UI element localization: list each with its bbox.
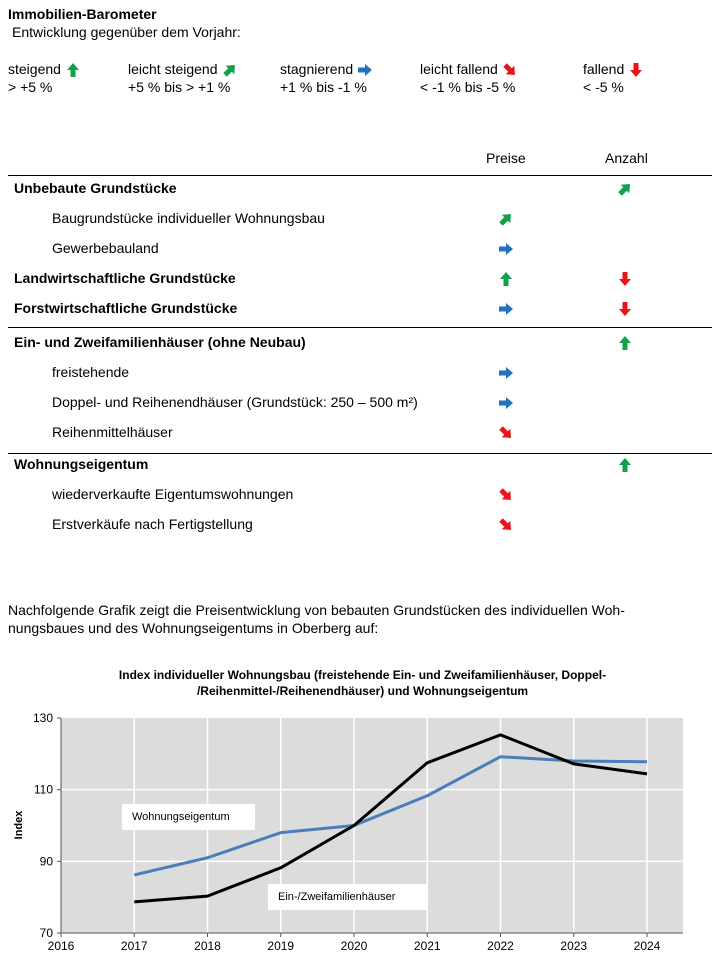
table-row-label: Wohnungseigentum [14,456,149,472]
y-axis-label: Index [13,810,25,840]
table-row-label: Doppel- und Reihenendhäuser (Grundstück:… [52,394,418,410]
legend-label: leicht steigend [128,61,218,77]
table-row-label: Baugrundstücke individueller Wohnungsbau [52,210,325,226]
arrow-down-right-icon [499,426,511,438]
arrow-down-right-icon [499,518,511,530]
legend-range: < -5 % [583,79,624,95]
table-row-label: Gewerbebauland [52,240,159,256]
arrow-up-icon [500,272,512,286]
table-row-label: freistehende [52,364,130,380]
x-tick-label: 2021 [414,939,441,953]
page-subtitle: Entwicklung gegenüber dem Vorjahr: [12,24,241,40]
x-tick-label: 2024 [634,939,661,953]
table-row-label: wiederverkaufte Eigentumswohnungen [52,486,294,502]
arrow-down-right-icon [499,488,511,500]
series-label-efh: Ein-/Zweifamilienhäuser [268,884,428,910]
table-row-label: Forstwirtschaftliche Grundstücke [14,300,238,316]
y-tick-label: 130 [33,711,53,725]
x-tick-label: 2017 [121,939,148,953]
table-row-label: Reihenmittelhäuser [52,424,173,440]
legend-range: +1 % bis -1 % [280,79,367,95]
legend-range: > +5 % [8,79,53,95]
line-chart: 2016 2017 2018 2019 2020 2021 2022 2023 2024 70 90… [13,711,683,953]
table-row-label: Erstverkäufe nach Fertigstellung [52,516,253,532]
arrow-down-icon [630,63,642,77]
arrow-up-icon [619,458,631,472]
arrow-down-icon [619,272,631,286]
y-tick-label: 70 [40,926,54,940]
arrow-up-right-icon [618,184,630,196]
column-header-preise: Preise [486,150,526,166]
y-tick-label: 110 [34,783,53,797]
arrow-up-icon [67,63,79,77]
series-line-1 [134,733,648,904]
divider [8,327,712,328]
table-row-label: Landwirtschaftliche Grundstücke [14,270,236,286]
series-label-wohnungseigentum: Wohnungseigentum [122,804,255,830]
paragraph-line-2: nungsbaues und des Wohnungseigentums in … [8,620,379,636]
arrow-up-right-icon [223,65,235,77]
page-title: Immobilien-Barometer [8,6,157,22]
legend-label: stagnierend [280,61,354,77]
paragraph-line-1: Nachfolgende Grafik zeigt die Preisentwi… [8,602,625,618]
legend-range: < -1 % bis -5 % [420,79,516,95]
y-tick-label: 90 [40,854,54,868]
x-tick-label: 2019 [267,939,294,953]
legend-label: steigend [8,61,61,77]
table-row-label: Unbebaute Grundstücke [14,180,177,196]
arrow-up-icon [619,336,631,350]
table-row-label: Ein- und Zweifamilienhäuser (ohne Neubau… [14,334,306,350]
x-tick-label: 2018 [194,939,221,953]
arrow-right-icon [499,303,513,315]
x-tick-label: 2020 [341,939,368,953]
chart-title-line-2: /Reihenmittel-/Reihenendhäuser) und Wohn… [196,684,529,698]
arrow-right-icon [499,243,513,255]
x-tick-label: 2023 [560,939,587,953]
arrow-up-right-icon [499,214,511,226]
arrow-down-icon [619,302,631,316]
x-tick-label: 2022 [487,939,514,953]
arrow-right-icon [499,397,513,409]
legend-range: +5 % bis > +1 % [128,79,231,95]
arrow-down-right-icon [503,63,515,75]
column-header-anzahl: Anzahl [605,150,648,166]
arrow-right-icon [358,64,372,76]
x-tick-label: 2016 [48,939,75,953]
chart-title-line-1: Index individueller Wohnungsbau (freiste… [118,668,607,682]
divider [8,175,712,176]
legend-label: leicht fallend [420,61,498,77]
legend-label: fallend [583,61,625,77]
divider [8,453,712,454]
arrow-right-icon [499,367,513,379]
